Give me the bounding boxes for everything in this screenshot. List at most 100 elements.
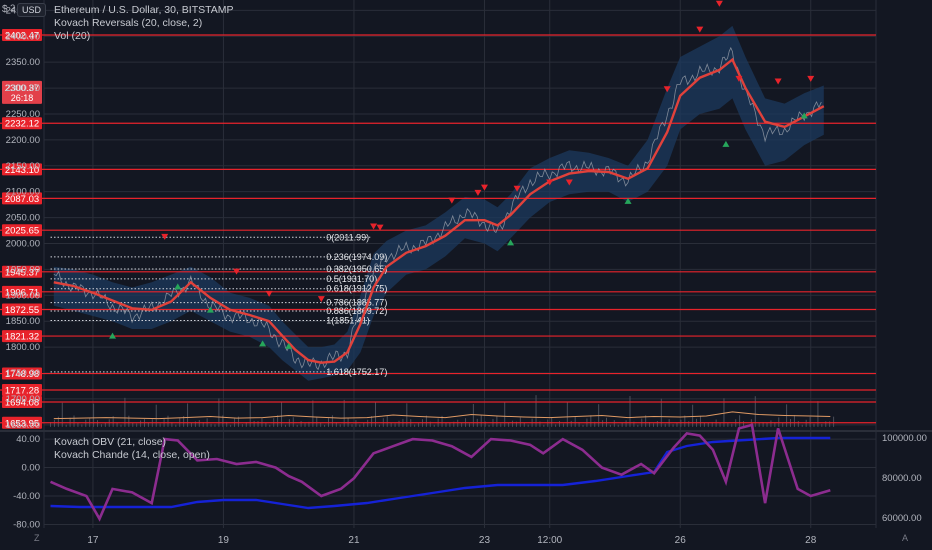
lower-right-tick-label: 80000.00 [882,473,922,484]
reversal-up-marker [285,342,293,349]
support-label: 1872.55 [5,305,39,316]
support-label: 2402.47 [5,30,39,41]
support-label-bg [2,330,42,343]
reversal-down-marker [715,0,723,7]
x-tick-label: 21 [348,535,360,546]
support-label-bg [2,192,42,205]
support-label-bg [2,383,42,396]
chande-line [49,423,831,522]
y-tick-label: 2400.00 [6,31,40,42]
y-tick-label: 1900.00 [6,290,40,301]
support-label: 1694.08 [5,397,39,408]
reversal-down-marker [317,296,325,303]
reversal-up-marker [800,112,808,119]
y-tick-label: 2050.00 [6,213,40,224]
support-label-bg [2,367,42,380]
bar-countdown: 26:18 [11,93,34,103]
indicator-legend-obv[interactable]: Kovach OBV (21, close) [54,436,167,448]
support-label: 1748.98 [5,369,39,380]
support-lines[interactable]: 2402.47 2232.12 2143.10 2087.03 2025.65 1945.… [0,28,876,429]
x-tick-label: 12:00 [537,535,562,546]
support-label: 1906.71 [5,287,39,298]
y-tick-label: 1850.00 [6,316,40,327]
reversal-down-marker [546,179,554,186]
reversal-down-marker [663,86,671,93]
lower-left-tick-label: 40.00 [16,434,40,445]
x-tick-label: 26 [675,535,687,546]
indicator-legend-volume[interactable]: Vol (20) [54,30,91,42]
y-tick-label: 1750.00 [6,368,40,379]
indicator-legend-chande[interactable]: Kovach Chande (14, close, open) [54,449,210,461]
reversal-up-marker [722,140,730,147]
support-label-bg [2,303,42,316]
reversal-down-marker [376,224,384,231]
support-label: 1653.95 [5,418,39,429]
support-label: 1945.37 [5,267,39,278]
currency-symbol: $ [2,4,8,15]
lower-left-tick-label: 0.00 [22,463,41,474]
y-tick-label: 1800.00 [6,342,40,353]
fib-level-label: 0.886(1869.72) [326,306,387,316]
x-tick-label: 19 [218,535,230,546]
support-label-bg [2,265,42,278]
auto-scale-button[interactable]: A [902,533,909,543]
reversal-down-marker [513,185,521,192]
reversal-down-marker [774,78,782,85]
support-label: 2087.03 [5,194,39,205]
x-tick-label: 23 [479,535,491,546]
fib-level-label: 0.618(1912.75) [326,284,387,294]
reversal-down-marker [735,75,743,82]
zoom-corner-left[interactable]: Z [34,533,40,543]
lower-left-tick-label: -40.00 [13,491,40,502]
price-band [53,25,824,381]
y-tick-label: 2000.00 [6,238,40,249]
reversal-down-marker [807,75,815,82]
fib-level-label: 1.618(1752.17) [326,367,387,377]
lower-right-tick-label: 60000.00 [882,513,922,524]
reversal-up-marker [507,239,515,246]
y-tick-label: 2350.00 [6,57,40,68]
y-tick-label: 1950.00 [6,264,40,275]
price-line-layer [53,46,825,371]
currency-dropdown-button[interactable]: USD [17,3,47,17]
support-label: 2232.12 [5,119,39,130]
fibonacci-retracement[interactable]: 0(2011.99)0.236(1974.09)0.382(1950.65)0.… [50,232,388,377]
last-price-label-bg [2,80,42,104]
x-tick-label: 28 [805,535,817,546]
support-label-bg [2,416,42,429]
y-tick-label: 2150.00 [6,161,40,172]
indicator-legend-reversals[interactable]: Kovach Reversals (20, close, 2) [54,17,203,29]
symbol-title[interactable]: Ethereum / U.S. Dollar, 30, BITSTAMP [54,4,234,16]
fib-level-label: 0.236(1974.09) [326,252,387,262]
fib-level-label: 0(2011.99) [326,232,369,242]
y-tick-label: 2200.00 [6,135,40,146]
price-close-line [53,46,822,371]
reversal-up-marker [174,283,182,290]
volume-average-line [53,411,831,420]
support-label: 2025.65 [5,226,39,237]
reversal-down-marker [480,184,488,191]
y-tick-label: 2100.00 [6,187,40,198]
last-price-label: 2300.37 [5,83,39,94]
reversal-up-marker [624,197,632,204]
reversal-down-marker [265,290,273,297]
support-label: 1717.28 [5,385,39,396]
support-label-bg [2,163,42,176]
y-tick-label: 1650.00 [6,420,40,431]
reversal-down-marker [565,179,573,186]
reversal-up-marker [259,340,267,347]
volatility-band [53,25,824,381]
reversal-down-marker [448,197,456,204]
reversal-up-marker [109,332,117,339]
reversal-markers [109,0,815,349]
oscillator-panel[interactable] [49,423,831,522]
reversal-down-marker [233,268,241,275]
fib-level-label: 0.5(1931.70) [326,274,377,284]
reversal-down-marker [696,26,704,33]
support-label: 2143.10 [5,165,39,176]
x-tick-label: 17 [87,535,99,546]
chart-legend: Ethereum / U.S. Dollar, 30, BITSTAMP Kov… [54,4,234,43]
lower-right-tick-label: 100000.00 [882,433,927,444]
